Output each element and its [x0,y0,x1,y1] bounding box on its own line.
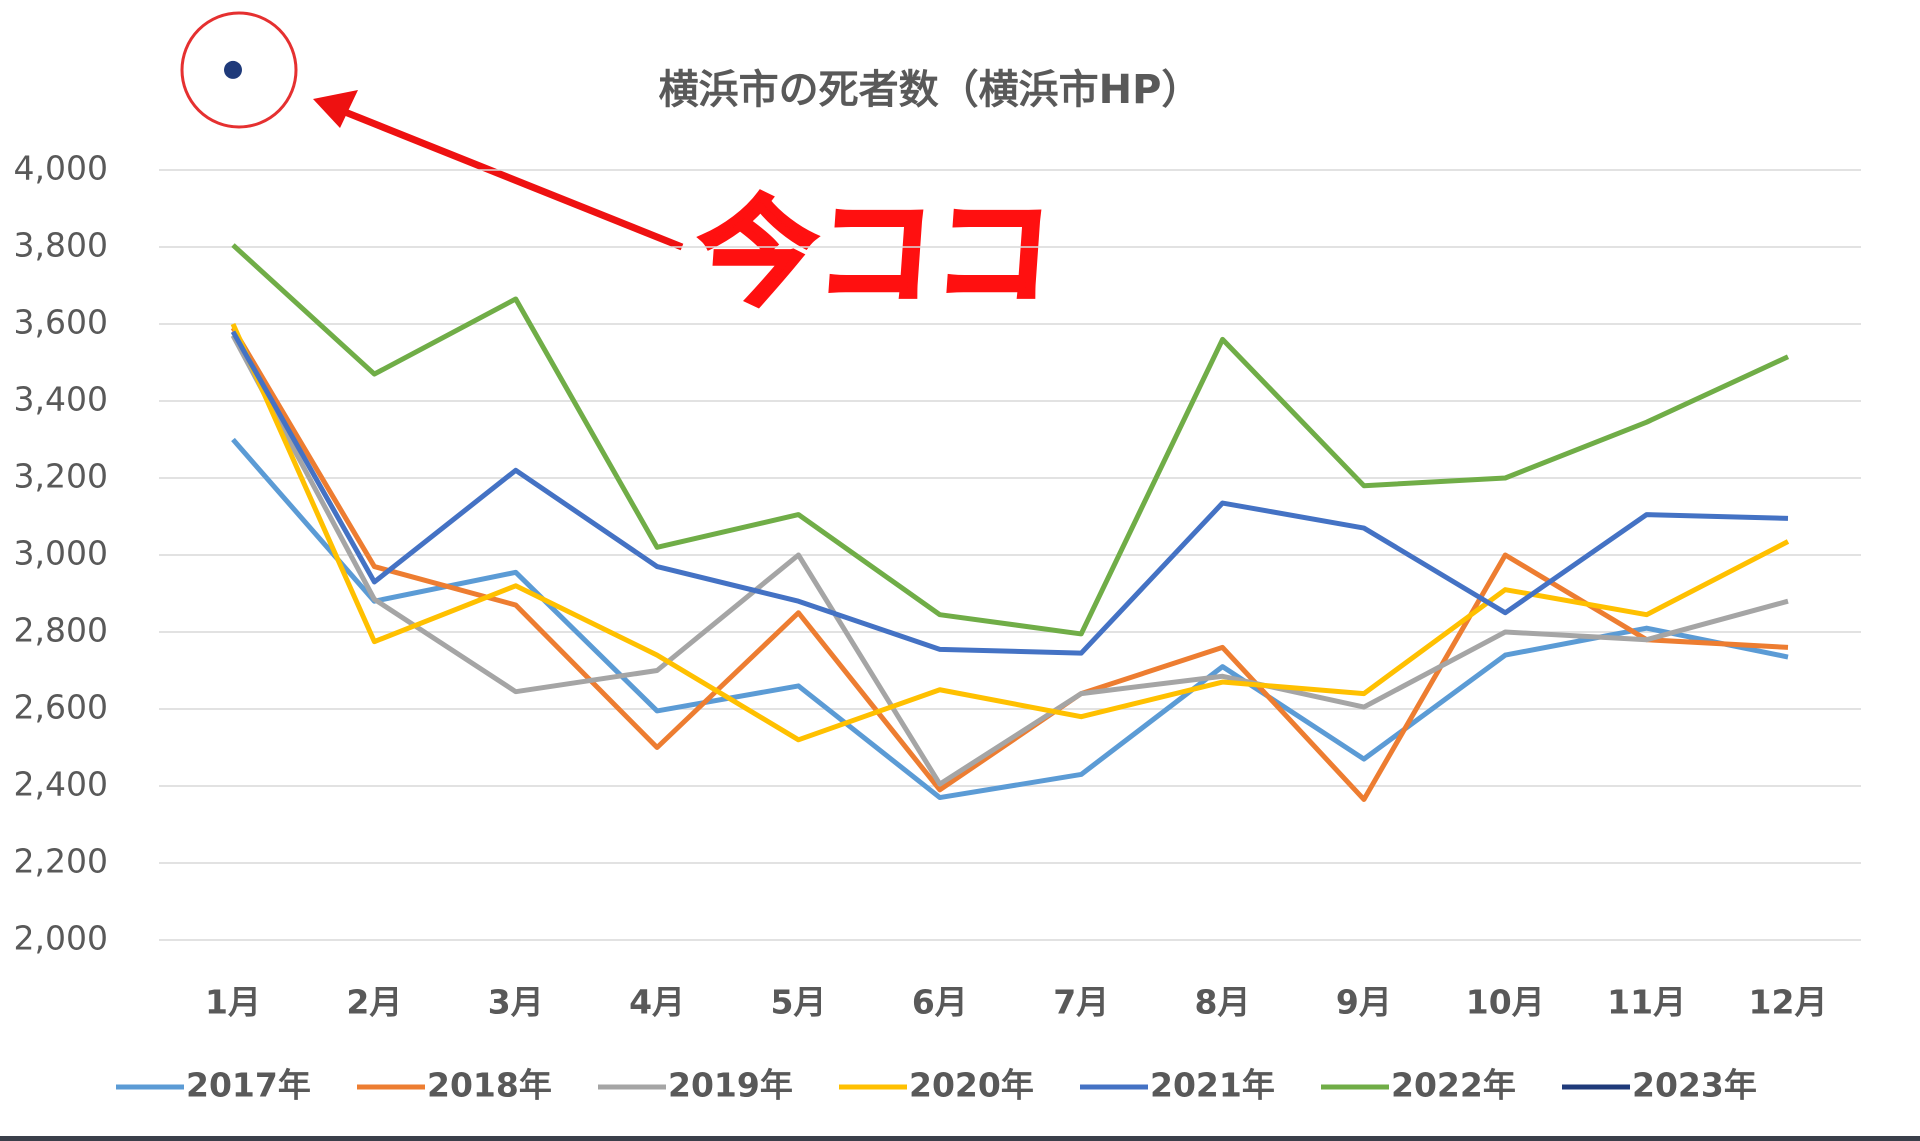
legend-label: 2020年 [909,1066,1034,1105]
y-tick-label: 3,600 [14,303,108,342]
series-line [230,322,1790,743]
series-line [231,243,1790,637]
y-tick-label: 2,800 [14,611,108,650]
x-tick-label: 8月 [1195,983,1251,1022]
series-line [230,334,1789,787]
data-point [224,60,242,79]
y-tick-label: 2,200 [14,842,108,881]
bottom-bar [0,1136,1920,1141]
x-tick-label: 1月 [205,983,261,1022]
x-tick-label: 4月 [629,983,685,1022]
x-tick-label: 3月 [488,983,544,1022]
arrow-head [313,90,358,128]
y-tick-label: 2,000 [14,919,108,958]
legend-label: 2019年 [668,1066,793,1105]
x-tick-label: 7月 [1053,983,1109,1022]
y-tick-label: 3,400 [14,380,108,419]
legend-label: 2021年 [1150,1066,1275,1105]
x-tick-label: 2月 [346,983,402,1022]
x-tick-label: 5月 [770,983,826,1022]
y-tick-label: 3,000 [14,534,108,573]
x-tick-label: 9月 [1336,983,1392,1022]
y-tick-label: 2,400 [14,765,108,804]
arrow-shaft [338,106,684,251]
annotation: 今ココ [693,184,1057,322]
plot-area: 2,000 2,200 2,400 2,600 2,800 3,000 3,200 3,400… [14,60,1861,1105]
series-line [230,330,1789,656]
x-tick-label: 6月 [912,983,968,1022]
legend-label: 2022年 [1391,1066,1516,1105]
x-tick-label: 11月 [1607,983,1686,1022]
x-tick-label: 10月 [1466,983,1545,1022]
legend-label: 2018年 [427,1066,552,1105]
x-tick-label: 12月 [1749,983,1828,1022]
legend-label: 2023年 [1632,1066,1757,1105]
legend-label: 2017年 [186,1066,311,1105]
highlight-circle [180,11,298,129]
series-line [231,437,1789,801]
series-line [230,326,1789,802]
y-tick-label: 2,600 [14,688,108,727]
y-tick-label: 4,000 [14,149,108,188]
chart-title: 横浜市の死者数（横浜市HP） [659,67,1202,113]
y-tick-label: 3,200 [14,457,108,496]
y-tick-label: 3,800 [14,226,108,265]
